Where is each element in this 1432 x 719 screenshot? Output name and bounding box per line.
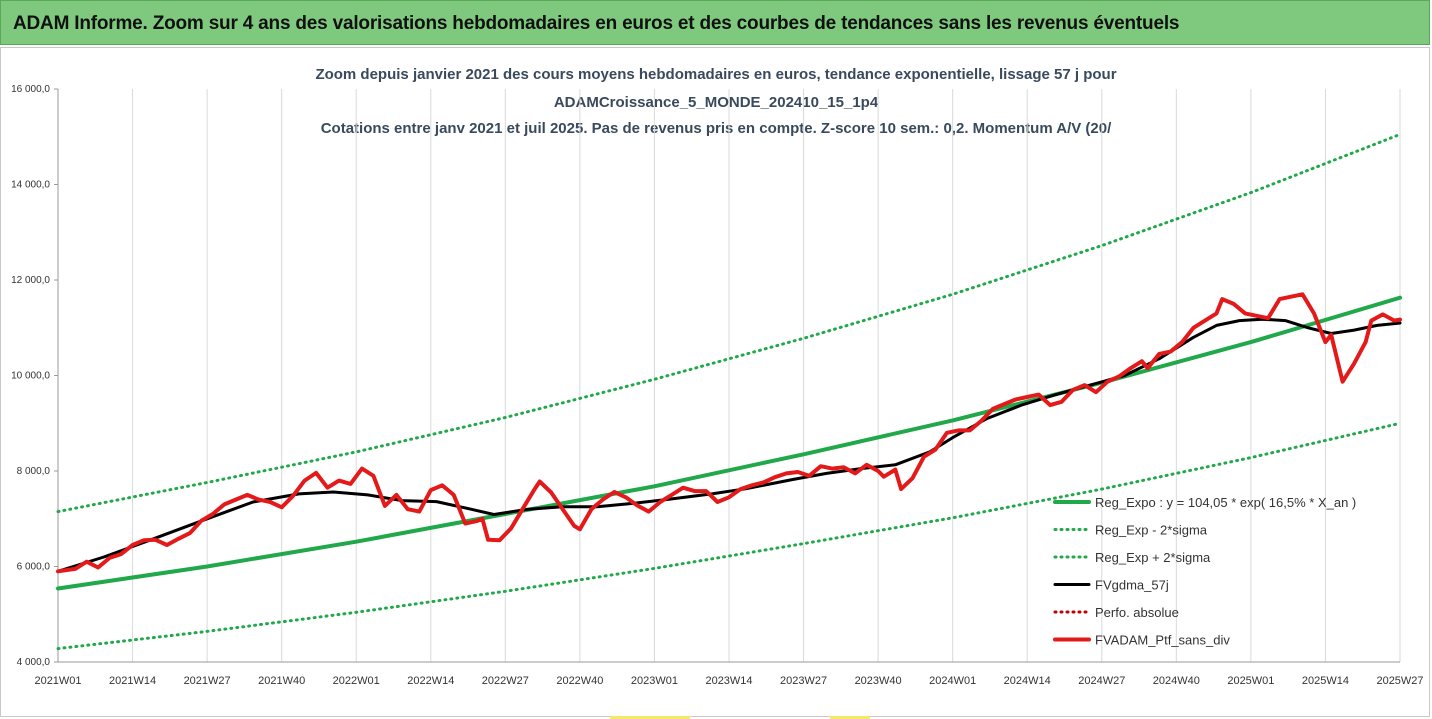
x-tick-label: 2024W27 — [1078, 675, 1125, 687]
chart-title-line-1: Zoom depuis janvier 2021 des cours moyen… — [315, 66, 1117, 83]
y-tick-label: 16 000,0 — [11, 84, 50, 95]
chart-title-line-3: Cotations entre janv 2021 et juil 2025. … — [320, 120, 1112, 137]
x-tick-label: 2025W01 — [1227, 675, 1274, 687]
x-tick-label: 2022W01 — [333, 675, 380, 687]
report-title: ADAM Informe. Zoom sur 4 ans des valoris… — [13, 13, 1180, 34]
y-tick-label: 10 000,0 — [11, 371, 50, 382]
chart-title-line-2: ADAMCroissance_5_MONDE_202410_15_1p4 — [553, 94, 879, 111]
report-banner: ADAM Informe. Zoom sur 4 ans des valoris… — [0, 0, 1430, 45]
legend-label: Perfo. absolue — [1095, 605, 1179, 620]
series-line-2 — [56, 132, 1402, 514]
chart-frame — [0, 47, 1430, 717]
x-tick-label: 2021W14 — [109, 675, 156, 687]
series-line-5 — [56, 292, 1402, 574]
y-tick-label: 12 000,0 — [11, 275, 50, 286]
axes: 2021W01 2021W14 2021W27 2021W40 2022W01 2022W… — [11, 84, 1423, 687]
x-tick-label: 2021W40 — [258, 675, 305, 687]
x-tick-label: 2022W14 — [407, 675, 454, 687]
series-lines — [56, 132, 1402, 651]
x-tick-label: 2024W14 — [1004, 675, 1051, 687]
bottom-highlight-right — [830, 716, 870, 719]
y-tick-label: 6 000,0 — [17, 562, 51, 573]
x-tick-label: 2023W14 — [705, 675, 752, 687]
legend-label: Reg_Exp + 2*sigma — [1095, 550, 1211, 565]
x-tick-label: 2022W27 — [482, 675, 529, 687]
legend: Reg_Expo : y = 104,05 * exp( 16,5% * X_a… — [1053, 495, 1356, 648]
x-tick-label: 2024W01 — [929, 675, 976, 687]
legend-label: Reg_Expo : y = 104,05 * exp( 16,5% * X_a… — [1095, 495, 1356, 510]
series-line-0 — [56, 295, 1402, 591]
y-tick-label: 14 000,0 — [11, 180, 50, 191]
x-tick-label: 2022W40 — [556, 675, 603, 687]
x-tick-label: 2021W01 — [34, 675, 81, 687]
legend-label: FVADAM_Ptf_sans_div — [1095, 633, 1230, 648]
series-line-1 — [56, 421, 1402, 651]
y-tick-label: 4 000,0 — [17, 657, 51, 668]
bottom-highlight-left — [610, 716, 690, 719]
x-tick-label: 2023W27 — [780, 675, 827, 687]
x-tick-label: 2023W40 — [855, 675, 902, 687]
y-tick-label: 8 000,0 — [17, 466, 51, 477]
x-tick-label: 2023W01 — [631, 675, 678, 687]
grid-lines — [57, 89, 1401, 662]
x-tick-label: 2021W27 — [184, 675, 231, 687]
legend-label: Reg_Exp - 2*sigma — [1095, 523, 1208, 538]
x-tick-label: 2025W27 — [1376, 675, 1423, 687]
x-tick-label: 2025W14 — [1302, 675, 1349, 687]
series-line-3 — [56, 317, 1402, 573]
legend-label: FVgdma_57j — [1095, 578, 1169, 593]
x-tick-label: 2024W40 — [1153, 675, 1200, 687]
